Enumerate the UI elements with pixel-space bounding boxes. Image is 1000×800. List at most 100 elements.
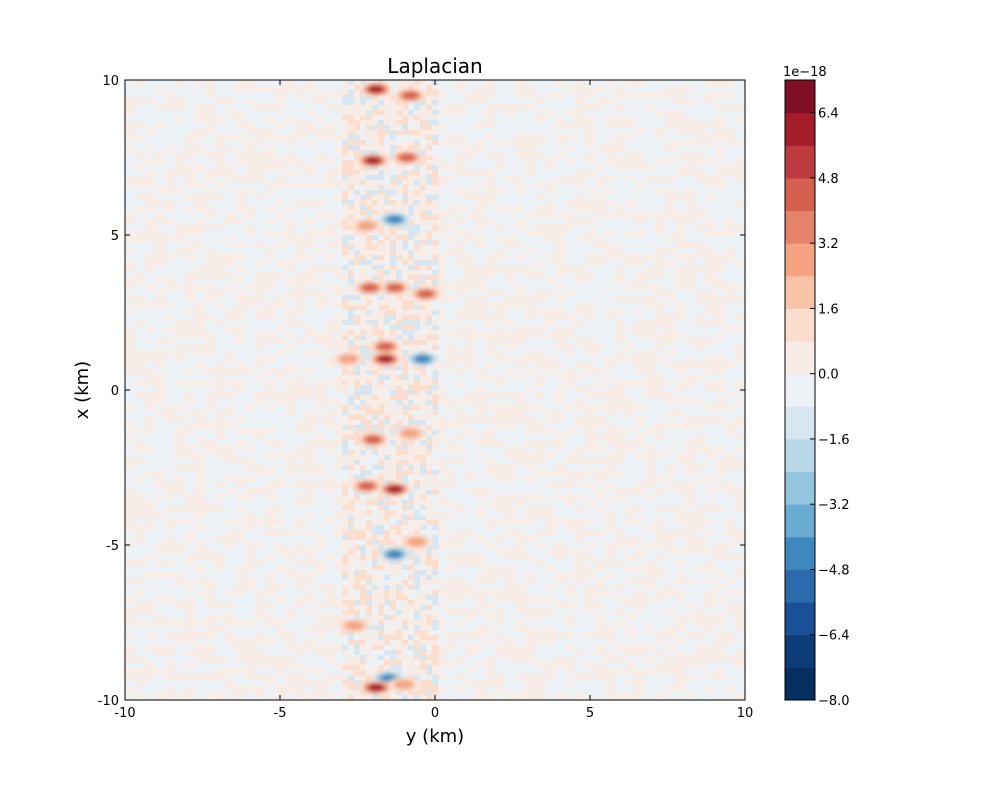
field-cell — [295, 386, 306, 393]
field-cell — [225, 164, 236, 171]
field-cell — [625, 182, 636, 189]
field-cell — [325, 194, 336, 201]
field-cell — [195, 464, 206, 471]
field-cell — [175, 110, 186, 117]
field-cell — [235, 512, 246, 519]
field-cell — [185, 140, 196, 147]
field-cell — [655, 410, 666, 417]
field-cell — [475, 356, 486, 363]
field-cell — [265, 170, 276, 177]
field-cell — [175, 452, 186, 459]
field-cell — [195, 368, 206, 375]
field-cell — [315, 536, 326, 543]
field-cell — [615, 494, 626, 501]
field-cell — [175, 224, 186, 231]
field-cell — [525, 374, 536, 381]
field-cell — [475, 140, 486, 147]
field-cell — [125, 314, 136, 321]
field-cell — [215, 266, 226, 273]
field-cell — [275, 140, 286, 147]
field-cell — [655, 182, 666, 189]
field-cell — [195, 320, 206, 327]
field-cell — [615, 158, 626, 165]
field-cell — [245, 110, 256, 117]
field-cell — [435, 440, 446, 447]
field-cell — [255, 554, 266, 561]
field-cell — [535, 476, 546, 483]
field-cell — [555, 386, 566, 393]
field-cell — [485, 338, 496, 345]
field-cell — [565, 206, 576, 213]
field-cell — [585, 350, 596, 357]
field-cell — [625, 176, 636, 183]
field-cell — [215, 260, 226, 267]
field-cell — [285, 440, 296, 447]
field-cell — [185, 374, 196, 381]
field-cell — [485, 116, 496, 123]
field-cell — [185, 338, 196, 345]
field-cell — [305, 488, 316, 495]
field-cell — [605, 272, 616, 279]
field-cell — [315, 110, 326, 117]
field-cell — [445, 104, 456, 111]
field-cell — [605, 92, 616, 99]
field-cell — [305, 128, 316, 135]
field-cell — [255, 230, 266, 237]
field-cell — [255, 266, 266, 273]
field-cell — [665, 254, 676, 261]
field-cell — [495, 434, 506, 441]
field-cell — [545, 344, 556, 351]
field-cell — [145, 110, 156, 117]
field-cell — [165, 530, 176, 537]
field-cell — [275, 128, 286, 135]
field-cell — [185, 536, 196, 543]
field-cell — [625, 158, 636, 165]
field-cell — [145, 464, 156, 471]
field-cell — [645, 182, 656, 189]
field-cell — [215, 530, 226, 537]
field-cell — [545, 356, 556, 363]
field-cell — [435, 386, 446, 393]
field-cell — [715, 218, 726, 225]
field-cell — [645, 188, 656, 195]
field-cell — [195, 422, 206, 429]
field-cell — [515, 506, 526, 513]
field-cell — [445, 488, 456, 495]
field-cell — [265, 404, 276, 411]
field-cell — [685, 488, 696, 495]
field-cell — [145, 482, 156, 489]
field-cell — [655, 284, 666, 291]
field-cell — [505, 368, 516, 375]
field-cell — [475, 440, 486, 447]
field-cell — [505, 344, 516, 351]
field-cell — [445, 128, 456, 135]
field-cell — [265, 194, 276, 201]
field-cell — [175, 398, 186, 405]
field-cell — [325, 470, 336, 477]
field-cell — [235, 368, 246, 375]
field-cell — [615, 284, 626, 291]
field-cell — [515, 128, 526, 135]
field-cell — [535, 236, 546, 243]
field-cell — [585, 320, 596, 327]
field-cell — [515, 212, 526, 219]
field-cell — [675, 476, 686, 483]
field-cell — [135, 488, 146, 495]
field-cell — [325, 242, 336, 249]
field-cell — [305, 182, 316, 189]
field-cell — [325, 332, 336, 339]
field-cell — [735, 272, 745, 279]
field-cell — [605, 536, 616, 543]
field-cell — [505, 428, 516, 435]
field-cell — [175, 548, 186, 555]
field-cell — [555, 554, 566, 561]
field-cell — [445, 338, 456, 345]
field-cell — [225, 470, 236, 477]
field-cell — [175, 284, 186, 291]
field-cell — [545, 326, 556, 333]
field-cell — [305, 332, 316, 339]
field-cell — [255, 368, 266, 375]
field-cell — [125, 194, 136, 201]
field-cell — [255, 356, 266, 363]
field-cell — [335, 452, 346, 459]
